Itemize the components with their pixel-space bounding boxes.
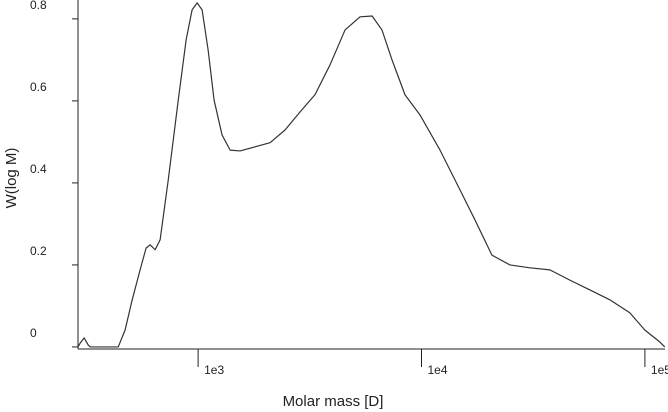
x-axis-title: Molar mass [D]	[283, 393, 384, 410]
y-axis-title: W(log M)	[3, 148, 20, 209]
y-tick-label: 0	[30, 326, 37, 340]
y-tick-label: 0.6	[30, 80, 47, 94]
x-tick-label: 1e4	[428, 363, 448, 377]
y-tick-label: 0.2	[30, 244, 47, 258]
x-tick-label: 1e5	[651, 363, 668, 377]
x-tick-label: 1e3	[204, 363, 224, 377]
data-line	[77, 2, 666, 348]
y-tick-label: 0.4	[30, 162, 47, 176]
y-tick-label: 0.8	[30, 0, 47, 12]
